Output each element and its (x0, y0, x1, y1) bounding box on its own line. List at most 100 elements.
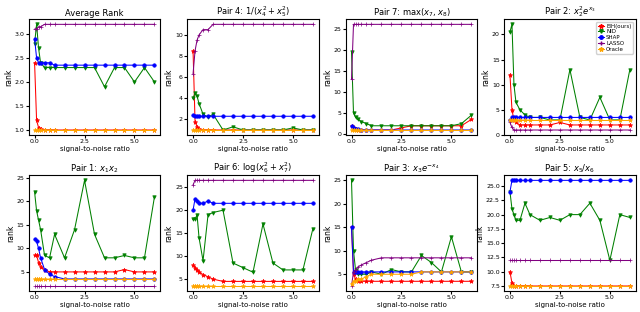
Oracle (438, 128, 445, 132)
Oracle (51, 128, 58, 132)
SHAP (358, 270, 365, 274)
Oracle (417, 270, 425, 274)
LASSO (239, 22, 247, 26)
LASSO (195, 178, 203, 182)
LASSO (189, 72, 197, 76)
LASSO (438, 22, 445, 26)
NID (354, 272, 362, 276)
NID (526, 213, 534, 217)
EIH(ours) (556, 120, 564, 124)
NID (31, 190, 38, 194)
SHAP (209, 202, 217, 205)
SHAP (150, 277, 158, 281)
Oracle (510, 284, 518, 288)
EIH(ours) (349, 272, 357, 276)
NID (367, 270, 375, 274)
NID (576, 213, 584, 217)
LASSO (289, 22, 297, 26)
LASSO (526, 128, 534, 132)
Oracle (131, 277, 138, 281)
LASSO (259, 22, 267, 26)
Line: EIH(ours): EIH(ours) (349, 225, 474, 284)
X-axis label: signal-to-noise ratio: signal-to-noise ratio (60, 302, 129, 308)
LASSO (45, 22, 53, 26)
Line: SHAP: SHAP (350, 124, 473, 132)
LASSO (100, 22, 108, 26)
Oracle (358, 277, 365, 281)
NID (33, 22, 40, 26)
SHAP (249, 115, 257, 118)
EIH(ours) (576, 123, 584, 127)
EIH(ours) (289, 280, 297, 283)
SHAP (33, 240, 40, 243)
NID (299, 268, 307, 272)
Oracle (363, 128, 371, 132)
SHAP (417, 270, 425, 274)
NID (596, 95, 604, 99)
SHAP (576, 115, 584, 119)
EIH(ours) (36, 127, 44, 131)
Line: NID: NID (350, 178, 473, 276)
EIH(ours) (299, 280, 307, 283)
EIH(ours) (100, 270, 108, 274)
NID (358, 272, 365, 276)
LASSO (131, 284, 138, 288)
Oracle (229, 128, 237, 132)
SHAP (269, 202, 277, 205)
Y-axis label: rank: rank (6, 225, 15, 242)
Oracle (35, 128, 42, 132)
Oracle (100, 277, 108, 281)
Oracle (249, 128, 257, 132)
EIH(ours) (354, 128, 362, 132)
EIH(ours) (616, 123, 624, 127)
NID (209, 112, 217, 116)
SHAP (33, 56, 40, 60)
Oracle (199, 284, 207, 288)
NID (33, 209, 40, 213)
SHAP (349, 270, 357, 274)
Oracle (521, 118, 529, 122)
SHAP (239, 202, 247, 205)
EIH(ours) (31, 254, 38, 257)
SHAP (408, 128, 415, 132)
SHAP (378, 128, 385, 132)
LASSO (521, 128, 529, 132)
Oracle (45, 128, 53, 132)
SHAP (566, 178, 573, 182)
NID (428, 124, 435, 128)
EIH(ours) (458, 280, 465, 283)
EIH(ours) (348, 124, 355, 128)
EIH(ours) (195, 127, 203, 131)
NID (45, 66, 53, 70)
NID (556, 218, 564, 222)
LASSO (219, 22, 227, 26)
Oracle (508, 118, 516, 122)
NID (586, 201, 594, 205)
EIH(ours) (259, 128, 267, 132)
Oracle (508, 284, 516, 288)
NID (141, 256, 148, 260)
EIH(ours) (536, 284, 544, 288)
NID (626, 68, 634, 71)
NID (438, 270, 445, 274)
EIH(ours) (397, 126, 405, 130)
LASSO (36, 25, 44, 29)
Line: Oracle: Oracle (349, 128, 474, 132)
Oracle (111, 128, 118, 132)
Oracle (606, 284, 614, 288)
Oracle (556, 284, 564, 288)
Oracle (219, 284, 227, 288)
SHAP (526, 178, 534, 182)
Oracle (199, 128, 207, 132)
Oracle (70, 277, 78, 281)
SHAP (279, 202, 287, 205)
LASSO (204, 178, 212, 182)
LASSO (428, 256, 435, 260)
EIH(ours) (510, 118, 518, 122)
Oracle (626, 284, 634, 288)
Line: Oracle: Oracle (349, 270, 474, 286)
Line: EIH(ours): EIH(ours) (349, 117, 474, 132)
NID (219, 208, 227, 212)
SHAP (576, 178, 584, 182)
LASSO (428, 22, 435, 26)
